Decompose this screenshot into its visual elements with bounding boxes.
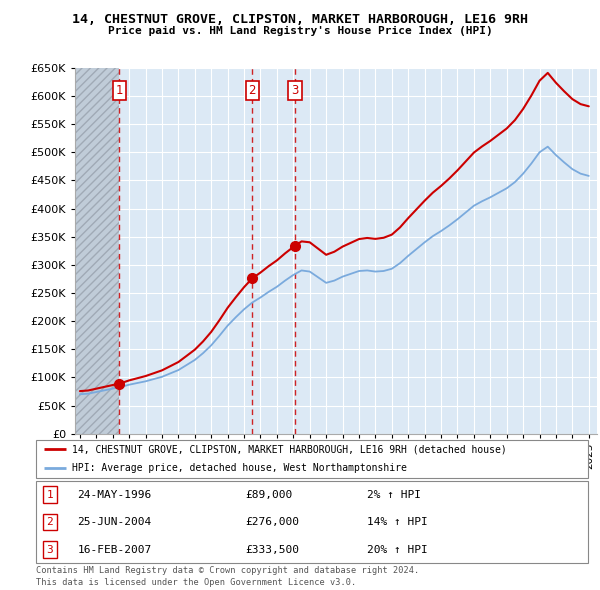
- Text: This data is licensed under the Open Government Licence v3.0.: This data is licensed under the Open Gov…: [36, 578, 356, 587]
- Text: 2% ↑ HPI: 2% ↑ HPI: [367, 490, 421, 500]
- Text: 24-MAY-1996: 24-MAY-1996: [77, 490, 152, 500]
- Text: 1: 1: [46, 490, 53, 500]
- Text: 16-FEB-2007: 16-FEB-2007: [77, 545, 152, 555]
- Text: 2: 2: [248, 84, 256, 97]
- Text: £89,000: £89,000: [246, 490, 293, 500]
- Text: £276,000: £276,000: [246, 517, 300, 527]
- Text: 2: 2: [46, 517, 53, 527]
- Text: 14% ↑ HPI: 14% ↑ HPI: [367, 517, 428, 527]
- Text: 14, CHESTNUT GROVE, CLIPSTON, MARKET HARBOROUGH, LE16 9RH (detached house): 14, CHESTNUT GROVE, CLIPSTON, MARKET HAR…: [72, 444, 506, 454]
- FancyBboxPatch shape: [36, 440, 588, 478]
- Text: 1: 1: [116, 84, 123, 97]
- Text: 3: 3: [46, 545, 53, 555]
- Text: 14, CHESTNUT GROVE, CLIPSTON, MARKET HARBOROUGH, LE16 9RH: 14, CHESTNUT GROVE, CLIPSTON, MARKET HAR…: [72, 13, 528, 26]
- Text: Price paid vs. HM Land Registry's House Price Index (HPI): Price paid vs. HM Land Registry's House …: [107, 26, 493, 36]
- Text: 3: 3: [291, 84, 299, 97]
- FancyBboxPatch shape: [36, 481, 588, 563]
- Bar: [75, 68, 119, 434]
- Text: HPI: Average price, detached house, West Northamptonshire: HPI: Average price, detached house, West…: [72, 463, 407, 473]
- Text: £333,500: £333,500: [246, 545, 300, 555]
- Text: Contains HM Land Registry data © Crown copyright and database right 2024.: Contains HM Land Registry data © Crown c…: [36, 566, 419, 575]
- Text: 25-JUN-2004: 25-JUN-2004: [77, 517, 152, 527]
- Text: 20% ↑ HPI: 20% ↑ HPI: [367, 545, 428, 555]
